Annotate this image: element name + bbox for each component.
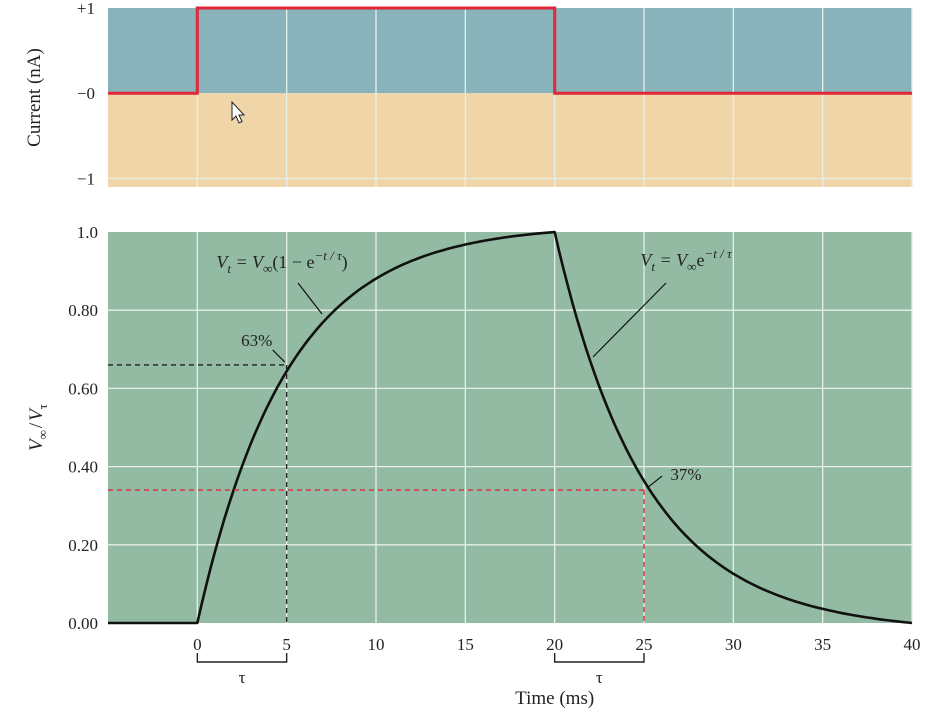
rise-percent-label: 63% xyxy=(241,331,272,350)
bottom-y-tick-label: 0.40 xyxy=(68,458,98,477)
top-y-tick-label: −0 xyxy=(77,84,95,103)
decay-percent-leader xyxy=(646,475,663,489)
rise-equation-part: = V xyxy=(231,252,265,272)
x-tick-label: 10 xyxy=(368,635,385,654)
ylabel-v: V xyxy=(26,437,47,451)
ylabel-v-denominator: V xyxy=(26,407,47,421)
rise-equation-label: Vt = V∞(1 − e−t / τ) xyxy=(216,248,347,276)
voltage-axis-label: V∞/Vτ xyxy=(26,404,50,451)
voltage-response-curve xyxy=(108,230,913,625)
ylabel-tau-subscript: τ xyxy=(35,404,50,409)
current-panel: +1 −0 −1 Current (nA) xyxy=(24,0,913,188)
mouse-cursor-icon xyxy=(231,100,246,124)
decay-equation-part: V xyxy=(640,250,653,270)
decay-equation-part: ∞ xyxy=(687,259,696,274)
x-tick-label: 15 xyxy=(457,635,474,654)
decay-equation-label: Vt = V∞e−t / τ xyxy=(640,246,733,274)
decay-equation-part: −t / τ xyxy=(704,246,732,261)
x-tick-label: 40 xyxy=(904,635,921,654)
rise-equation-part: ) xyxy=(342,252,348,273)
decay-equation-part: e xyxy=(696,250,704,270)
rise-equation-part: V xyxy=(216,252,229,272)
voltage-panel: 1.0 0.80 0.60 0.40 0.20 0.00 0 5 10 15 20 25 30 35 40 T… xyxy=(26,223,921,709)
x-tick-label: 25 xyxy=(636,635,653,654)
current-axis-label: Current (nA) xyxy=(24,48,45,147)
bottom-y-tick-label: 1.0 xyxy=(77,223,98,242)
rise-percent-leader xyxy=(272,349,286,363)
x-tick-label: 30 xyxy=(725,635,742,654)
x-tick-label: 5 xyxy=(282,635,291,654)
bottom-y-tick-label: 0.60 xyxy=(68,379,98,398)
bottom-y-tick-label: 0.80 xyxy=(68,301,98,320)
rise-equation-leader xyxy=(297,282,323,315)
time-axis-label: Time (ms) xyxy=(515,688,594,709)
tau-bracket xyxy=(196,653,288,663)
top-y-tick-label: −1 xyxy=(77,169,95,188)
tau-bracket xyxy=(553,653,645,663)
ylabel-infinity-subscript: ∞ xyxy=(35,430,50,439)
decay-equation-leader xyxy=(592,282,667,358)
tau-bracket-label: τ xyxy=(596,668,603,687)
bottom-y-tick-label: 0.20 xyxy=(68,536,98,555)
rise-equation-part: (1 − e xyxy=(272,252,314,273)
rise-equation-part: t xyxy=(227,261,231,276)
rise-equation-part: ∞ xyxy=(263,261,272,276)
tau-bracket-label: τ xyxy=(239,668,246,687)
bottom-y-tick-label: 0.00 xyxy=(68,614,98,633)
ylabel-slash: / xyxy=(26,422,47,428)
top-y-tick-label: +1 xyxy=(77,0,95,18)
x-tick-label: 35 xyxy=(814,635,831,654)
decay-percent-label: 37% xyxy=(670,465,701,484)
decay-equation-part: t xyxy=(651,259,655,274)
negative-current-region xyxy=(108,93,912,187)
x-tick-label: 20 xyxy=(546,635,563,654)
current-step-line xyxy=(108,6,912,95)
decay-equation-part: = V xyxy=(655,250,689,270)
rise-equation-part: −t / τ xyxy=(315,248,343,263)
positive-current-region xyxy=(108,8,912,94)
x-tick-label: 0 xyxy=(193,635,202,654)
voltage-plot-area xyxy=(108,232,912,623)
